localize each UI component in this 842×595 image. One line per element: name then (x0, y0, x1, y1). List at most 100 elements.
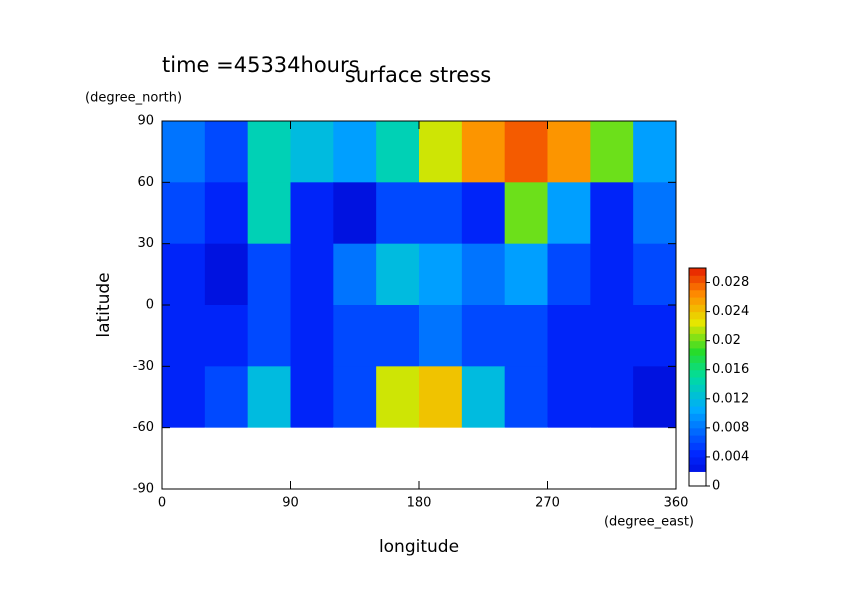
colorbar-step (689, 347, 706, 356)
y-tick-label: 0 (146, 298, 154, 313)
x-tick-label: 0 (158, 496, 166, 511)
colorbar-tick-label: 0.012 (712, 391, 749, 406)
cell (333, 366, 377, 429)
cell (547, 427, 591, 490)
cell (504, 243, 548, 306)
cell (547, 366, 591, 429)
colorbar-tick-label: 0.016 (712, 362, 749, 377)
cell (333, 305, 377, 367)
colorbar-step (689, 282, 706, 291)
cell (290, 243, 334, 306)
cell (547, 121, 591, 183)
cell (290, 182, 334, 245)
colorbar-tick-label: 0.008 (712, 420, 749, 435)
cell (333, 182, 377, 245)
cell (590, 305, 634, 367)
cell (590, 427, 634, 490)
cell (419, 243, 463, 306)
y-unit: (degree_north) (85, 91, 182, 106)
cell (461, 182, 506, 245)
colorbar-step (689, 435, 706, 443)
cell (247, 182, 291, 245)
colorbar-step (689, 413, 706, 422)
cell (547, 182, 591, 245)
cell (590, 121, 634, 183)
cell (247, 427, 291, 490)
cell (590, 182, 634, 245)
cell (376, 243, 420, 306)
cell (461, 305, 506, 367)
y-tick-label: 90 (137, 114, 154, 129)
cell (419, 305, 463, 367)
cell (547, 243, 591, 306)
y-axis-label: latitude (94, 272, 114, 337)
y-tick-label: -90 (133, 482, 154, 497)
cell (162, 121, 206, 183)
colorbar-step (689, 340, 706, 349)
colorbar-tick-label: 0.024 (712, 304, 749, 319)
cell (290, 305, 334, 367)
x-unit: (degree_east) (604, 515, 694, 530)
cell (376, 427, 420, 490)
chart-title: surface stress (345, 63, 491, 87)
cell (204, 243, 249, 306)
cell (504, 427, 548, 490)
cell (290, 121, 334, 183)
colorbar-frame (688, 267, 707, 487)
colorbar-tick-label: 0.004 (712, 449, 749, 464)
cell (162, 427, 206, 490)
colorbar-step (689, 449, 706, 458)
cell (247, 243, 291, 306)
cell (162, 243, 206, 306)
colorbar-step (689, 275, 706, 284)
colorbar-step (689, 471, 706, 480)
cell (376, 366, 420, 429)
colorbar-step (689, 318, 706, 327)
cell (204, 121, 249, 183)
cell (633, 427, 677, 490)
y-tick-label: 30 (137, 236, 154, 251)
cell (461, 121, 506, 183)
cell (204, 305, 249, 367)
colorbar-step (689, 406, 706, 414)
cell (504, 182, 548, 245)
colorbar-step (689, 304, 706, 313)
cell (162, 182, 206, 245)
colorbar-step (689, 289, 706, 298)
colorbar-tick-label: 0 (712, 479, 720, 494)
cell (633, 366, 677, 429)
colorbar-step (689, 398, 706, 407)
x-tick-label: 360 (664, 496, 689, 511)
cell (419, 121, 463, 183)
colorbar-step (689, 297, 706, 305)
cell (633, 305, 677, 367)
cell (461, 366, 506, 429)
cell (204, 182, 249, 245)
cell (162, 366, 206, 429)
chart-subtitle: time =45334hours (162, 53, 360, 77)
cell (376, 182, 420, 245)
cell (590, 366, 634, 429)
cell (376, 305, 420, 367)
colorbar-step (689, 456, 706, 465)
colorbar-step (689, 427, 706, 436)
cell (290, 427, 334, 490)
cell (419, 366, 463, 429)
cell (333, 243, 377, 306)
cell (504, 305, 548, 367)
colorbar-step (689, 369, 706, 378)
colorbar-step (689, 326, 706, 334)
colorbar-tick-label: 0.028 (712, 275, 749, 290)
cell (247, 305, 291, 367)
colorbar-step (689, 377, 706, 385)
cell (590, 243, 634, 306)
colorbar-step (689, 268, 706, 276)
x-tick-label: 90 (282, 496, 299, 511)
colorbar-tick-label: 0.02 (712, 333, 741, 348)
colorbar-step (689, 464, 706, 472)
y-tick-label: -60 (133, 420, 154, 435)
cell (204, 427, 249, 490)
cell (419, 182, 463, 245)
cell (461, 243, 506, 306)
